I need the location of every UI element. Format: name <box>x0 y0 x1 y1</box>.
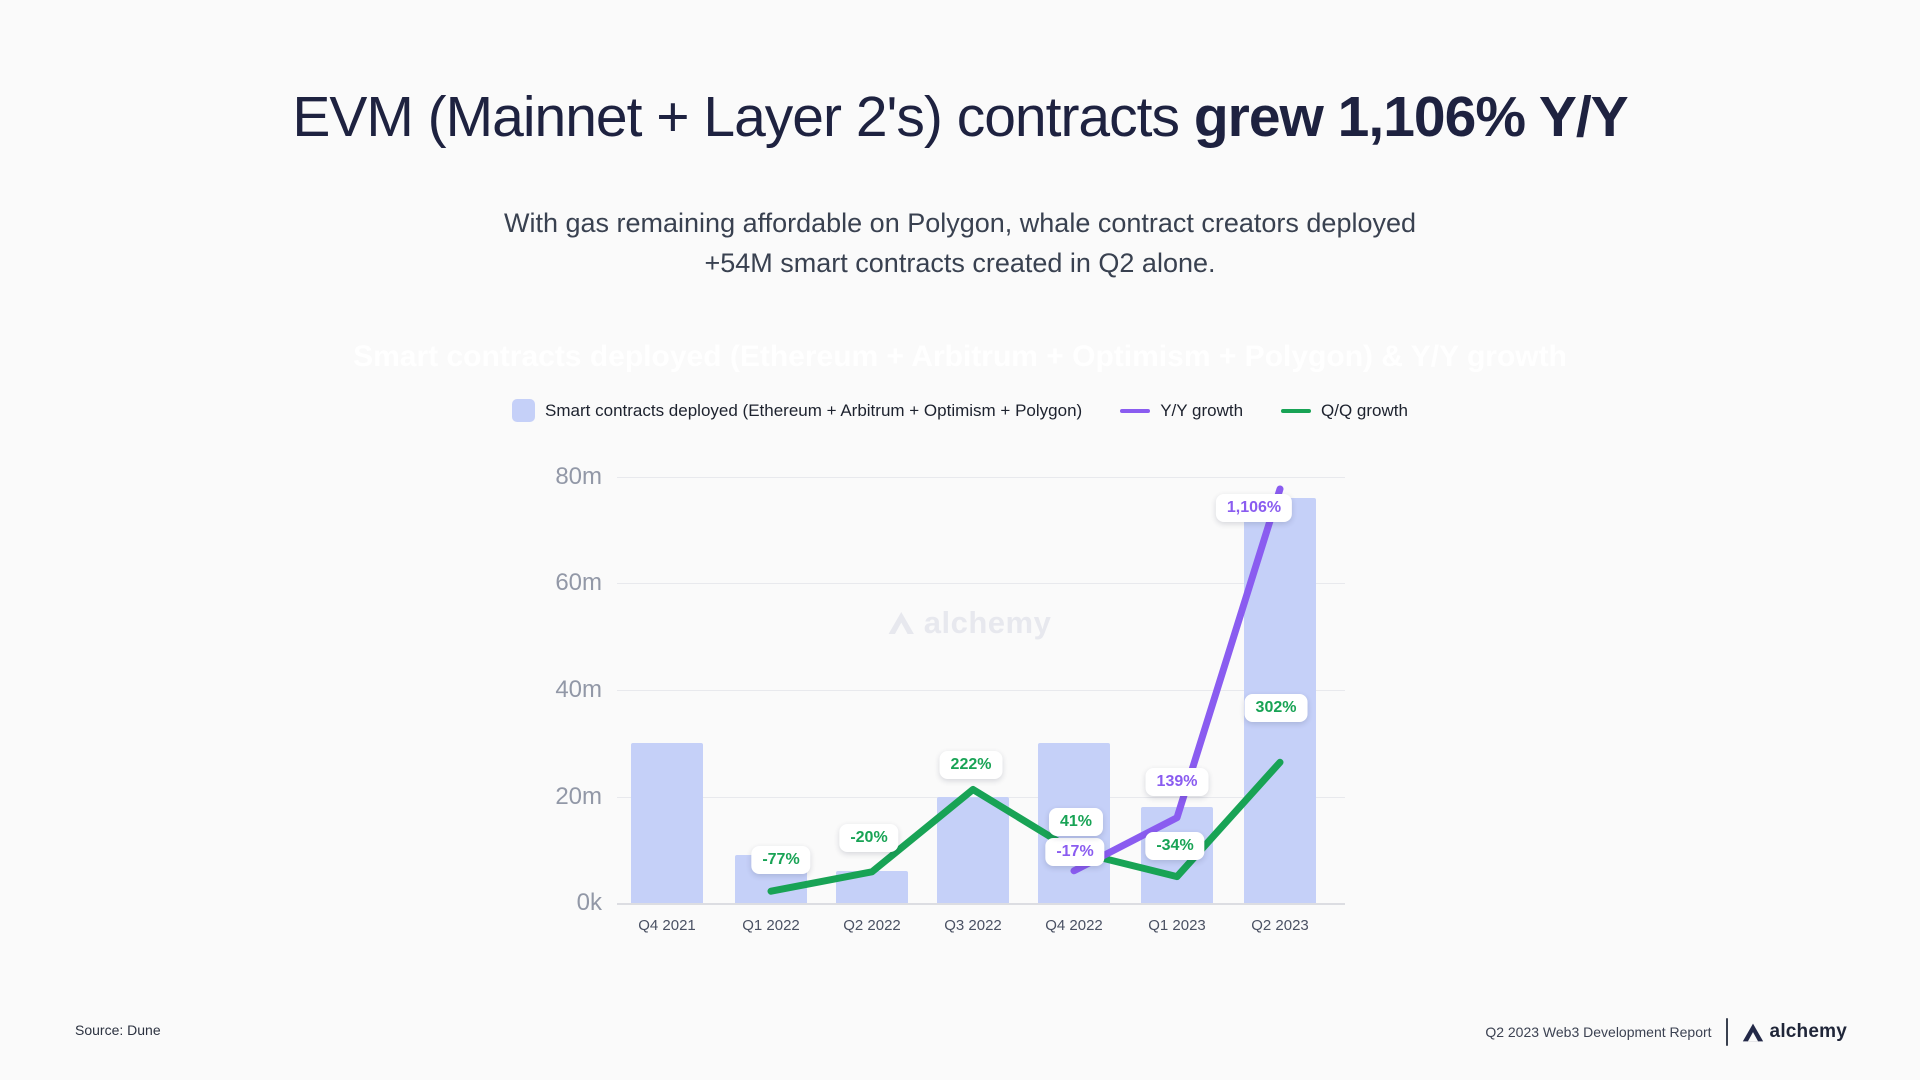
legend-item-bars: Smart contracts deployed (Ethereum + Arb… <box>512 399 1082 422</box>
line-y-y-growth <box>1070 485 1284 875</box>
x-axis-tick-Q4 2022: Q4 2022 <box>1045 917 1103 934</box>
data-label--34%: -34% <box>1145 831 1205 860</box>
legend-label-yy-growth: Y/Y growth <box>1160 400 1244 420</box>
gridline-40m <box>617 690 1345 691</box>
footer-divider <box>1725 1018 1728 1046</box>
y-axis-tick-80m: 80m <box>555 463 602 490</box>
alchemy-logo-icon <box>1742 1023 1763 1041</box>
x-axis-tick-Q1 2023: Q1 2023 <box>1148 917 1206 934</box>
subtitle-line-1: With gas remaining affordable on Polygon… <box>503 208 1417 238</box>
gridline-80m <box>617 477 1345 478</box>
page-subtitle: With gas remaining affordable on Polygon… <box>0 203 1920 283</box>
data-label--77%: -77% <box>751 846 811 875</box>
chart-legend: Smart contracts deployed (Ethereum + Arb… <box>0 399 1920 422</box>
y-axis-tick-20m: 20m <box>555 783 602 810</box>
data-label-222%: 222% <box>939 750 1003 779</box>
gridline-60m <box>617 583 1345 584</box>
chart-title-hidden-white: Smart contracts deployed (Ethereum + Arb… <box>353 340 1567 373</box>
page-title-regular: EVM (Mainnet + Layer 2's) contracts <box>292 85 1194 149</box>
green-line-swatch-icon <box>1281 408 1312 413</box>
page-title: EVM (Mainnet + Layer 2's) contracts grew… <box>0 84 1920 150</box>
watermark-text: alchemy <box>923 605 1052 640</box>
y-axis-tick-60m: 60m <box>555 569 602 596</box>
growth-lines-layer <box>767 485 1284 895</box>
data-label-1,106%: 1,106% <box>1215 493 1293 522</box>
data-label-41%: 41% <box>1048 808 1104 837</box>
data-label-302%: 302% <box>1244 694 1308 723</box>
x-axis-tick-Q2 2023: Q2 2023 <box>1251 917 1309 934</box>
combo-chart: alchemy -17% 139% 1,106% -77% -20% 222% 41% -34… <box>540 463 1370 950</box>
report-title: Q2 2023 Web3 Development Report <box>1485 1024 1712 1040</box>
legend-item-yy-growth: Y/Y growth <box>1120 401 1243 421</box>
page-title-bold: grew 1,106% Y/Y <box>1193 85 1629 149</box>
data-label--17%: -17% <box>1045 837 1105 866</box>
data-label--20%: -20% <box>839 823 899 852</box>
alchemy-logo-icon <box>888 612 914 634</box>
x-axis-tick-Q4 2021: Q4 2021 <box>638 917 696 934</box>
subtitle-line-2: +54M smart contracts created in Q2 alone… <box>704 248 1216 278</box>
legend-label-bars: Smart contracts deployed (Ethereum + Arb… <box>545 400 1083 420</box>
alchemy-watermark: alchemy <box>888 605 1052 641</box>
chart-plot-area: alchemy -17% 139% 1,106% -77% -20% 222% 41% -34… <box>617 477 1345 905</box>
legend-item-qq-growth: Q/Q growth <box>1281 401 1408 421</box>
legend-label-qq-growth: Q/Q growth <box>1321 400 1408 420</box>
purple-line-swatch-icon <box>1120 408 1151 413</box>
bar-Q3 2022 <box>937 796 1009 903</box>
bar-Q4 2021 <box>631 743 703 903</box>
x-axis-tick-Q2 2022: Q2 2022 <box>843 917 901 934</box>
y-axis-tick-40m: 40m <box>555 676 602 703</box>
footer-right: Q2 2023 Web3 Development Report alchemy <box>1485 1018 1847 1046</box>
y-axis-tick-0k: 0k <box>576 889 602 916</box>
data-label-139%: 139% <box>1145 767 1209 796</box>
alchemy-wordmark: alchemy <box>1769 1021 1847 1042</box>
alchemy-brand: alchemy <box>1742 1021 1847 1043</box>
source-note: Source: Dune <box>75 1022 161 1038</box>
x-axis-tick-Q1 2022: Q1 2022 <box>742 917 800 934</box>
x-axis-tick-Q3 2022: Q3 2022 <box>944 917 1002 934</box>
bar-swatch-icon <box>512 399 536 422</box>
gridline-0k <box>617 903 1345 905</box>
